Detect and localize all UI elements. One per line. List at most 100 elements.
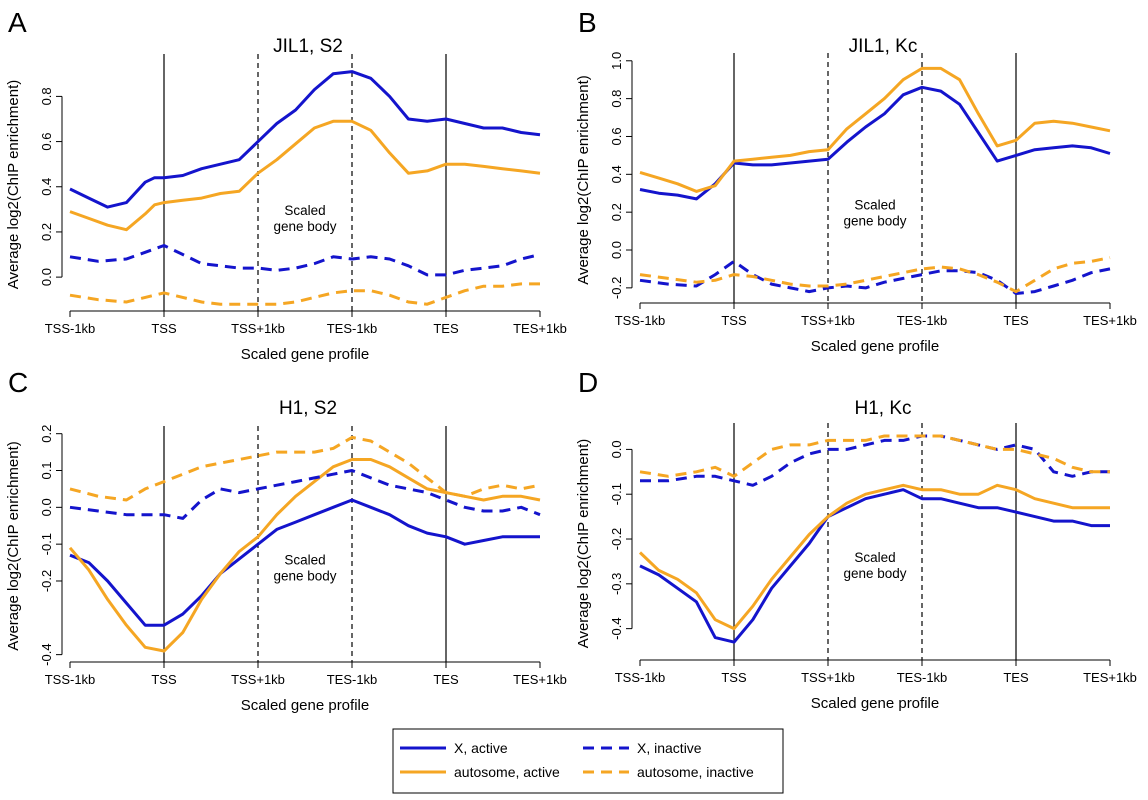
- x-tick-label: TSS: [151, 321, 177, 336]
- y-tick-label: 1.0: [609, 52, 624, 70]
- y-tick-label: -0.1: [39, 533, 54, 555]
- panel-letter: A: [8, 7, 27, 38]
- series-line-autosome-inactive: [639, 434, 1110, 478]
- y-tick-label: -0.4: [39, 643, 54, 665]
- y-tick-label: -0.2: [609, 277, 624, 299]
- y-tick-label: 0.2: [39, 425, 54, 443]
- x-tick-label: TSS+1kb: [231, 672, 285, 687]
- series-line-x-inactive: [69, 469, 541, 520]
- panel-a: A JIL1, S2 0.0 0.2 0.4 0.6 0.8 TSS-1kb TSS TSS+1k…: [5, 7, 567, 363]
- x-tick-label: TES: [433, 321, 459, 336]
- x-tick-label: TES+1kb: [513, 672, 567, 687]
- series-line-x-inactive: [640, 434, 1110, 487]
- x-tick-label: TSS-1kb: [45, 321, 96, 336]
- x-tick-label: TSS-1kb: [615, 670, 666, 685]
- panel-title: H1, S2: [279, 398, 337, 419]
- x-tick-label: TES: [433, 672, 459, 687]
- y-tick-label: -0.2: [609, 528, 624, 550]
- annotation-line-1: Scaled: [284, 553, 325, 568]
- x-tick-label: TES-1kb: [327, 321, 378, 336]
- panel-letter: B: [578, 7, 597, 38]
- legend-label: autosome, active: [454, 764, 560, 780]
- series-line-x-inactive: [639, 259, 1111, 295]
- panel-title: JIL1, S2: [273, 36, 343, 57]
- panel-c: C H1, S2 -0.4 -0.2 -0.1 0.0 0.1 0.2 TSS-1kb TSS TS…: [5, 367, 567, 714]
- y-axis-title: Average log2(ChIP enrichment): [5, 441, 22, 651]
- series-line-x-active: [639, 85, 1111, 201]
- series-line-autosome-active: [639, 66, 1111, 193]
- x-tick-label: TSS+1kb: [801, 313, 855, 328]
- x-axis-title: Scaled gene profile: [811, 695, 939, 712]
- panel-d: D H1, Kc -0.4 -0.3 -0.2 -0.1 0.0 TSS-1kb TSS TSS+…: [575, 367, 1137, 712]
- y-tick-label: 0.8: [39, 87, 54, 105]
- series-line-autosome-active: [638, 483, 1110, 631]
- annotation-line-2: gene body: [843, 566, 906, 581]
- y-tick-label: 0.0: [39, 268, 54, 286]
- panel-title: JIL1, Kc: [849, 36, 918, 57]
- axes: -0.4 -0.3 -0.2 -0.1 0.0 TSS-1kb TSS TSS+1kb TES-…: [609, 440, 1137, 685]
- x-tick-label: TSS-1kb: [615, 313, 666, 328]
- y-tick-label: 0.4: [609, 165, 624, 183]
- series-line-x-active: [69, 70, 541, 209]
- series-line-autosome-inactive: [69, 435, 541, 502]
- axes: -0.2 0.0 0.2 0.4 0.6 0.8 1.0 TSS-1kb TSS TSS+1kb T…: [609, 52, 1137, 328]
- x-tick-label: TSS+1kb: [801, 670, 855, 685]
- legend: X, active X, inactive autosome, active auto…: [392, 728, 784, 794]
- y-axis-title: Average log2(ChIP enrichment): [575, 75, 592, 285]
- annotation-line-1: Scaled: [284, 203, 325, 218]
- x-tick-label: TES: [1003, 313, 1029, 328]
- axes: 0.0 0.2 0.4 0.6 0.8 TSS-1kb TSS TSS+1kb TES-1kb T…: [39, 87, 567, 336]
- x-tick-label: TES+1kb: [1083, 313, 1137, 328]
- y-tick-label: -0.1: [609, 483, 624, 505]
- x-axis-title: Scaled gene profile: [241, 346, 369, 363]
- x-tick-label: TSS+1kb: [231, 321, 285, 336]
- x-tick-label: TSS: [151, 672, 177, 687]
- x-tick-label: TES+1kb: [1083, 670, 1137, 685]
- x-tick-label: TSS-1kb: [45, 672, 96, 687]
- panel-title: H1, Kc: [854, 398, 911, 419]
- y-tick-label: -0.4: [609, 617, 624, 639]
- y-axis-title: Average log2(ChIP enrichment): [5, 80, 22, 290]
- x-axis-title: Scaled gene profile: [811, 338, 939, 355]
- y-tick-label: 0.2: [39, 223, 54, 241]
- y-axis-title: Average log2(ChIP enrichment): [575, 439, 592, 649]
- y-tick-label: 0.1: [39, 461, 54, 479]
- annotation-line-1: Scaled: [854, 198, 895, 213]
- x-tick-label: TSS: [721, 670, 747, 685]
- y-tick-label: -0.2: [39, 570, 54, 592]
- series-line-autosome-active: [69, 119, 541, 232]
- series-line-autosome-inactive: [69, 282, 540, 306]
- annotation-line-2: gene body: [843, 214, 906, 229]
- panel-letter: D: [578, 367, 598, 398]
- y-tick-label: 0.2: [609, 203, 624, 221]
- x-tick-label: TES-1kb: [897, 670, 948, 685]
- panel-letter: C: [8, 367, 28, 398]
- y-tick-label: 0.0: [609, 440, 624, 458]
- series-line-x-inactive: [69, 244, 541, 277]
- y-tick-label: 0.6: [39, 133, 54, 151]
- y-tick-label: 0.4: [39, 178, 54, 196]
- x-tick-label: TES+1kb: [513, 321, 567, 336]
- legend-label: X, active: [454, 740, 508, 756]
- x-tick-label: TES-1kb: [327, 672, 378, 687]
- x-axis-title: Scaled gene profile: [241, 697, 369, 714]
- series-line-x-active: [639, 488, 1110, 644]
- annotation-line-2: gene body: [273, 219, 336, 234]
- series-line-autosome-inactive: [639, 256, 1111, 294]
- axes: -0.4 -0.2 -0.1 0.0 0.1 0.2 TSS-1kb TSS TSS+1kb TE…: [39, 425, 567, 687]
- annotation-line-1: Scaled: [854, 550, 895, 565]
- y-tick-label: -0.3: [609, 573, 624, 595]
- series-line-x-active: [69, 498, 540, 627]
- y-tick-label: 0.6: [609, 127, 624, 145]
- legend-box: [392, 728, 784, 794]
- legend-label: autosome, inactive: [637, 764, 754, 780]
- y-tick-label: 0.0: [39, 498, 54, 516]
- annotation-line-2: gene body: [273, 569, 336, 584]
- x-tick-label: TES: [1003, 670, 1029, 685]
- y-tick-label: 0.8: [609, 90, 624, 108]
- x-tick-label: TES-1kb: [897, 313, 948, 328]
- panel-b: B JIL1, Kc -0.2 0.0 0.2 0.4 0.6 0.8 1.0 TSS-1kb TS…: [575, 7, 1137, 355]
- legend-label: X, inactive: [637, 740, 702, 756]
- x-tick-label: TSS: [721, 313, 747, 328]
